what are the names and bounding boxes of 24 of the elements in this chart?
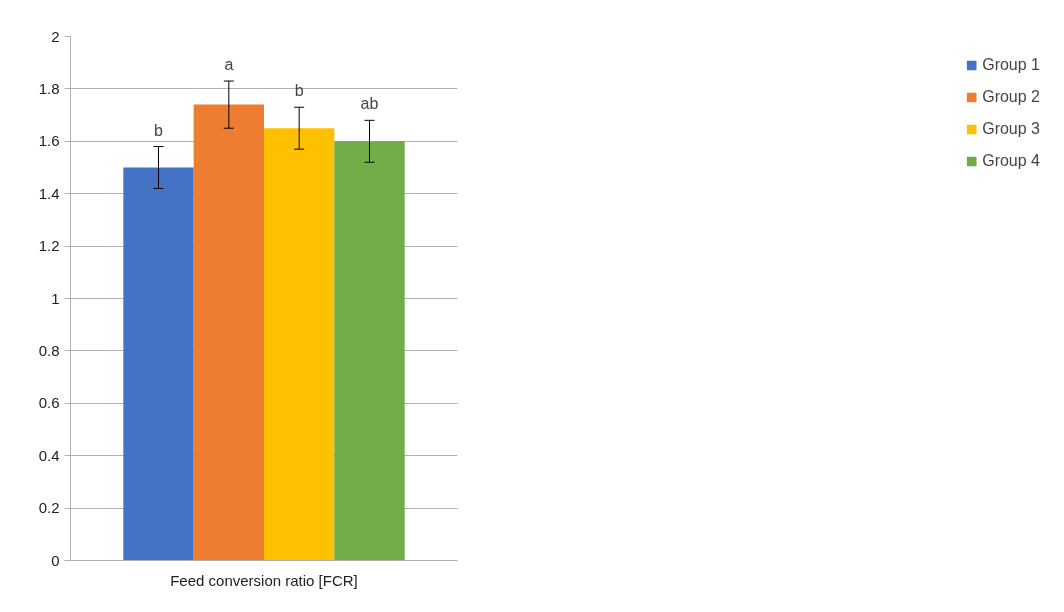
legend-label: Group 4 — [982, 152, 1040, 170]
annotation: a — [224, 56, 234, 74]
annotation: b — [154, 121, 164, 139]
y-tick-label: 1.4 — [38, 184, 60, 202]
y-tick-label: 1.6 — [38, 132, 60, 150]
y-tick-label: 1.2 — [38, 237, 60, 255]
y-tick-label: 2 — [51, 27, 60, 45]
x-tick-label: Feed conversion ratio [FCR] — [170, 571, 358, 589]
bar — [334, 141, 405, 561]
legend-label: Group 3 — [982, 120, 1040, 138]
y-tick-label: 0.2 — [38, 499, 60, 517]
y-tick-label: 0.8 — [38, 341, 60, 359]
annotation: b — [294, 82, 304, 100]
legend-label: Group 1 — [982, 56, 1040, 74]
y-tick-label: 1 — [51, 289, 60, 307]
y-tick-label: 0.6 — [38, 394, 60, 412]
y-tick-label: 1.8 — [38, 79, 60, 97]
bar — [193, 104, 264, 561]
bar — [123, 167, 194, 561]
y-tick-label: 0.4 — [38, 446, 60, 464]
annotation: ab — [360, 95, 379, 113]
legend-label: Group 2 — [982, 88, 1040, 106]
y-tick-label: 0 — [51, 551, 60, 569]
bar — [264, 128, 335, 561]
